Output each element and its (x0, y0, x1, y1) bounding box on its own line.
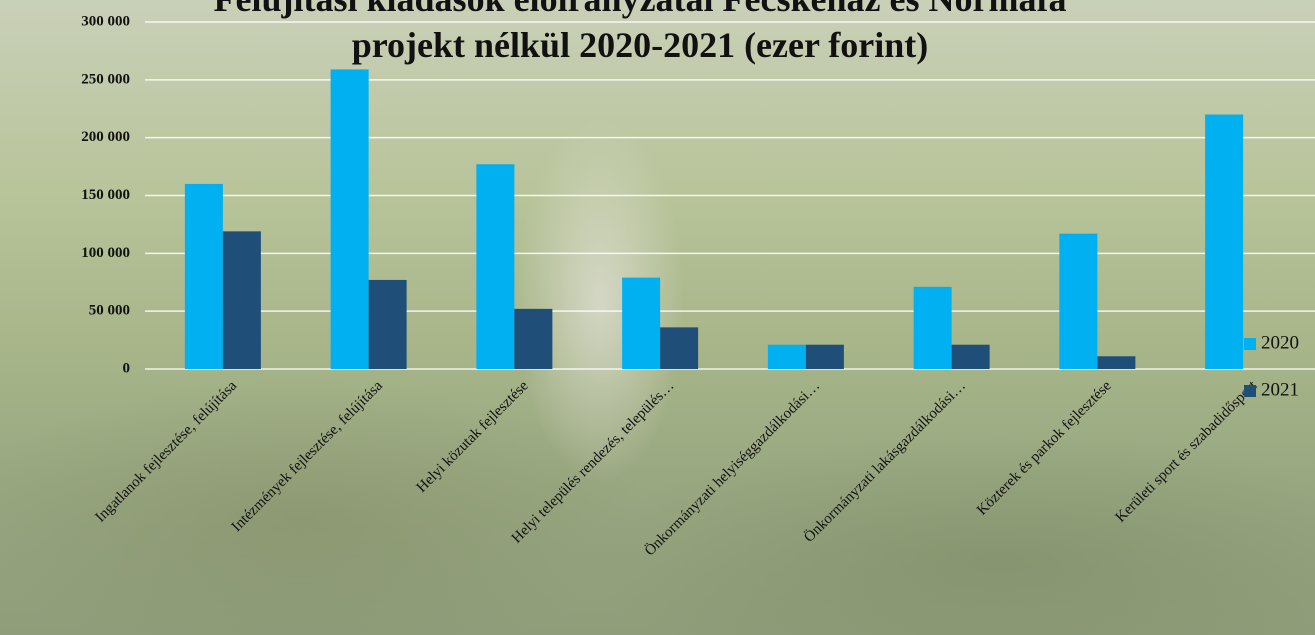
y-tick-label: 200 000 (81, 129, 130, 145)
y-tick-label: 250 000 (81, 71, 130, 87)
y-tick-label: 150 000 (81, 187, 130, 203)
legend-swatch (1244, 385, 1256, 397)
x-tick-label: Közterek és parkok fejlesztése (974, 378, 1115, 519)
x-tick-label: Önkormányzati helyiséggazdálkodási… (641, 377, 823, 559)
x-tick-label: Ingatlanok fejlesztése, felújítása (92, 378, 240, 526)
bar (951, 344, 990, 369)
bar (368, 279, 407, 369)
x-tick-label: Helyi közutak fejlesztése (414, 378, 532, 496)
bar (1059, 233, 1098, 369)
x-tick-label: Önkormányzati lakásgazdálkodási… (800, 377, 968, 545)
y-tick-label: 0 (123, 360, 131, 376)
chart-title: Felújítási kiadások előirányzatai Fecske… (214, 0, 1067, 65)
bar (476, 164, 515, 369)
legend-swatch (1244, 338, 1256, 350)
bar (767, 344, 806, 369)
bar (514, 308, 553, 369)
bar (330, 69, 369, 369)
bar (913, 286, 952, 369)
y-tick-label: 50 000 (89, 303, 130, 319)
legend-label: 2021 (1261, 379, 1299, 400)
x-tick-label: Intézmények fejlesztése, felújítása (229, 378, 386, 535)
bar (222, 231, 261, 369)
bar (184, 183, 223, 369)
y-tick-label: 100 000 (81, 245, 130, 261)
x-tick-label: Helyi település rendezés, település… (509, 378, 678, 547)
bar (1097, 356, 1136, 369)
bar (622, 277, 661, 369)
x-tick-label: Kerületi sport és szabadidősport (1113, 377, 1261, 525)
legend-label: 2020 (1261, 332, 1299, 353)
y-tick-label: 300 000 (81, 13, 130, 29)
bar (805, 344, 844, 369)
bar (1205, 114, 1244, 370)
bar (660, 327, 699, 369)
